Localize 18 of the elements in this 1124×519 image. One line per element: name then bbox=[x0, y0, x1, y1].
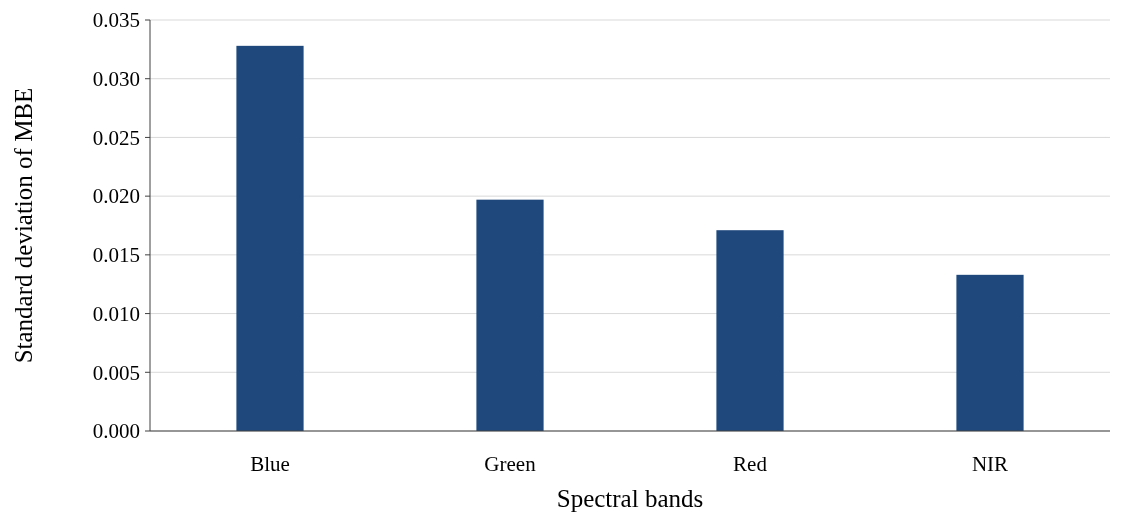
y-tick-label: 0.000 bbox=[92, 419, 140, 444]
y-tick-label: 0.005 bbox=[92, 360, 140, 385]
x-tick-label: Blue bbox=[250, 452, 290, 476]
bar bbox=[236, 45, 304, 431]
y-tick-label: 0.010 bbox=[92, 301, 140, 326]
y-tick-label: 0.035 bbox=[92, 8, 140, 33]
bar bbox=[956, 274, 1024, 431]
y-tick-label: 0.015 bbox=[92, 243, 140, 268]
y-tick-label: 0.020 bbox=[92, 184, 140, 209]
y-tick-label: 0.030 bbox=[92, 67, 140, 92]
x-tick-label: NIR bbox=[971, 452, 1009, 476]
y-tick-label: 0.025 bbox=[92, 125, 140, 150]
x-tick-label: Green bbox=[484, 452, 537, 476]
bar bbox=[476, 199, 544, 431]
x-tick-label: Red bbox=[733, 452, 768, 476]
bar bbox=[716, 230, 784, 431]
y-axis-title: Standard deviation of MBE bbox=[10, 87, 37, 364]
x-axis-title: Spectral bands bbox=[556, 485, 704, 512]
